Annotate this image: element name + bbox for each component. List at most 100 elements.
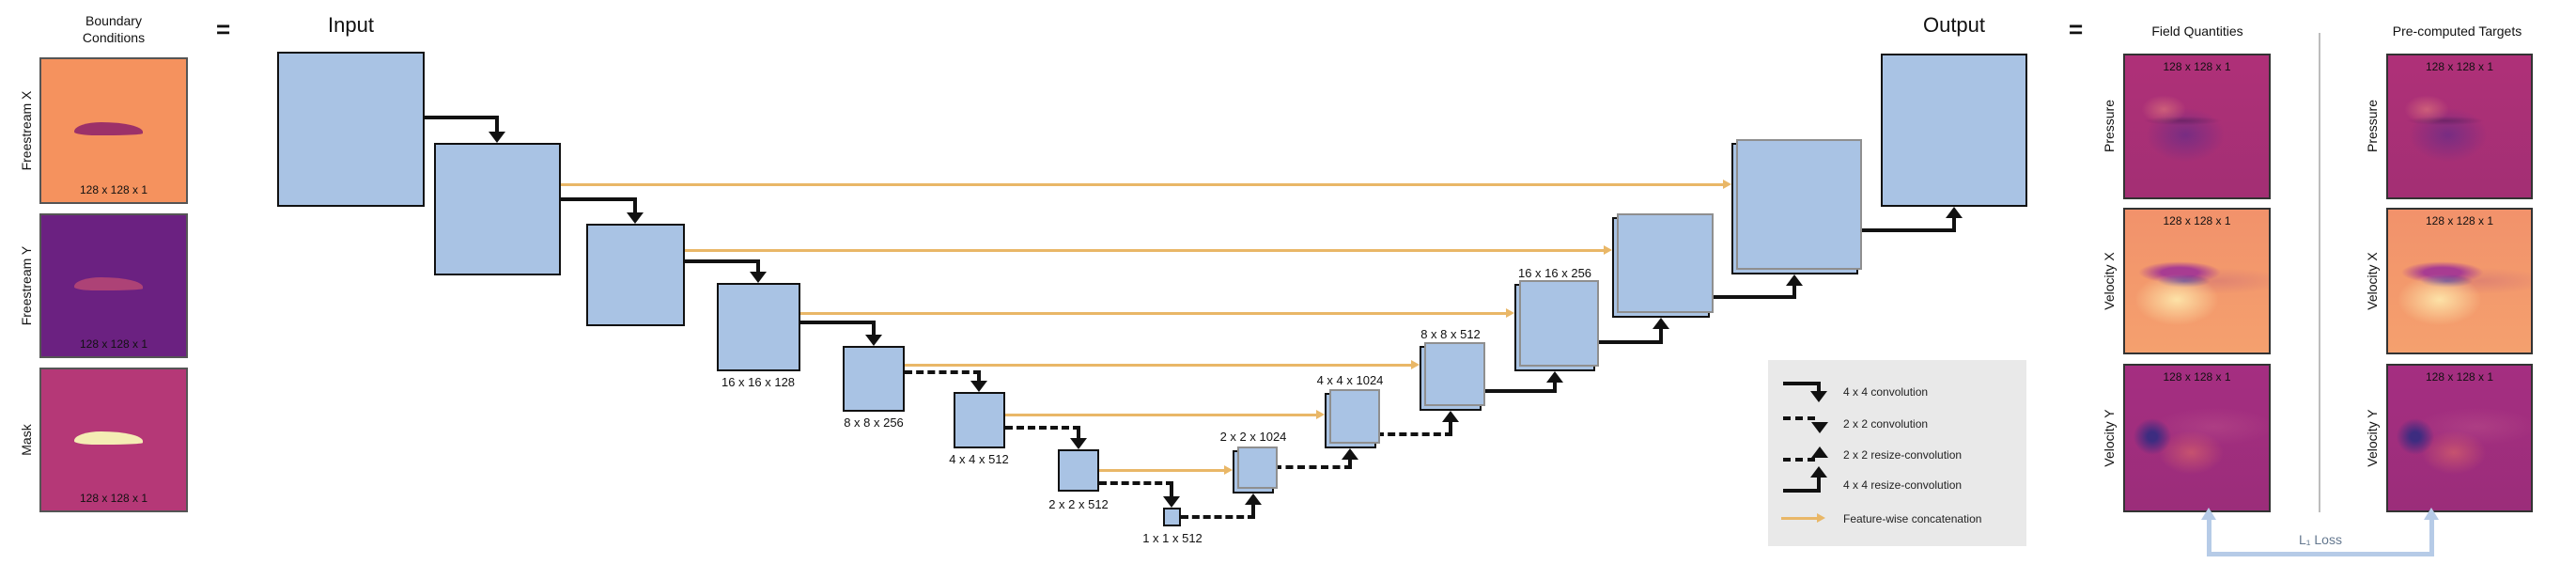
layer-box bbox=[1325, 389, 1380, 448]
airfoil-shape bbox=[74, 277, 143, 291]
layer-box-bottleneck bbox=[1163, 508, 1181, 526]
legend-label: 4 x 4 resize-convolution bbox=[1843, 478, 1963, 492]
mask-dims: 128 x 128 x 1 bbox=[79, 492, 148, 505]
conv-arrow bbox=[495, 116, 499, 132]
conv-arrowhead-icon bbox=[627, 212, 644, 224]
boundary-conditions-title: Boundary Conditions bbox=[82, 13, 146, 45]
resize-conv-arrow bbox=[1952, 218, 1956, 232]
loss-bracket bbox=[2429, 519, 2434, 556]
legend-dashed-down-icon bbox=[1811, 422, 1828, 433]
skip-connection-line bbox=[800, 312, 1508, 315]
legend-dashed-down-icon bbox=[1783, 416, 1815, 420]
resize-conv-arrowhead-icon bbox=[1653, 318, 1669, 329]
legend-solid-down-icon bbox=[1810, 391, 1827, 402]
layer-dims: 1 x 1 x 512 bbox=[1142, 531, 1203, 545]
mask-label: Mask bbox=[19, 424, 34, 456]
layer-dims: 4 x 4 x 512 bbox=[949, 452, 1009, 466]
equals-right: = bbox=[2069, 15, 2084, 43]
layer-box-output bbox=[1881, 54, 2027, 207]
resize-conv-arrow-dashed bbox=[1376, 432, 1452, 436]
layer-dims: 8 x 8 x 512 bbox=[1420, 327, 1481, 341]
loss-bracket bbox=[2207, 519, 2211, 556]
resize-conv-arrow bbox=[1858, 228, 1956, 232]
conv-arrowhead-icon bbox=[750, 272, 767, 283]
legend-solid-up-icon bbox=[1810, 466, 1827, 478]
resize-conv-arrow bbox=[1792, 286, 1796, 299]
conv-arrowhead-icon bbox=[1070, 438, 1087, 449]
panel-divider bbox=[2319, 33, 2320, 512]
layer-box bbox=[1420, 342, 1485, 411]
resize-conv-arrowhead-icon bbox=[1245, 494, 1262, 505]
resize-conv-arrowhead-icon bbox=[1546, 371, 1563, 383]
conv-arrow bbox=[561, 197, 637, 201]
legend-solid-down-icon bbox=[1783, 382, 1821, 385]
resize-conv-arrow-dashed bbox=[1348, 460, 1352, 467]
target-pressure-image bbox=[2386, 54, 2533, 199]
l1-loss-label: L₁ Loss bbox=[2299, 532, 2342, 547]
skip-arrowhead-icon bbox=[1411, 360, 1420, 369]
precomputed-targets-title: Pre-computed Targets bbox=[2392, 24, 2522, 39]
conv-arrow bbox=[633, 197, 637, 212]
skip-arrowhead-icon bbox=[1316, 410, 1325, 419]
legend-dashed-up-icon bbox=[1783, 458, 1815, 462]
velocity-y-dims: 128 x 128 x 1 bbox=[2163, 370, 2231, 384]
loss-arrowhead-icon bbox=[2424, 508, 2439, 520]
resize-conv-arrowhead-icon bbox=[1946, 207, 1963, 218]
conv-arrow-dashed bbox=[905, 370, 981, 374]
loss-arrowhead-icon bbox=[2201, 508, 2216, 520]
legend-label: 2 x 2 convolution bbox=[1843, 417, 1929, 431]
layer-box bbox=[1058, 449, 1099, 492]
equals-left: = bbox=[216, 15, 231, 43]
resize-conv-arrow bbox=[1659, 329, 1663, 344]
resize-conv-arrowhead-icon bbox=[1442, 411, 1459, 422]
target-pressure-dims: 128 x 128 x 1 bbox=[2425, 60, 2494, 73]
conv-arrow bbox=[685, 259, 760, 263]
legend-label: 4 x 4 convolution bbox=[1843, 385, 1929, 399]
freestream-x-dims: 128 x 128 x 1 bbox=[79, 183, 148, 196]
layer-box bbox=[717, 283, 800, 371]
skip-connection-line bbox=[905, 364, 1413, 367]
freestream-y-dims: 128 x 128 x 1 bbox=[79, 337, 148, 351]
target-velocity-x-dims: 128 x 128 x 1 bbox=[2425, 214, 2494, 227]
loss-bracket bbox=[2207, 552, 2434, 556]
layer-dims: 2 x 2 x 1024 bbox=[1219, 430, 1287, 444]
resize-conv-arrowhead-icon bbox=[1342, 448, 1358, 460]
legend-concat-icon bbox=[1781, 517, 1819, 520]
freestream-y-image bbox=[39, 213, 188, 358]
layer-box bbox=[954, 392, 1005, 448]
resize-conv-arrow-dashed bbox=[1251, 505, 1255, 517]
layer-dims: 16 x 16 x 256 bbox=[1517, 266, 1592, 280]
resize-conv-arrowhead-icon bbox=[1786, 274, 1803, 286]
legend-solid-down-icon bbox=[1817, 382, 1821, 391]
layer-dims: 2 x 2 x 512 bbox=[1048, 497, 1109, 511]
output-title: Output bbox=[1922, 13, 1986, 37]
conv-arrow bbox=[872, 321, 876, 335]
legend-solid-up-icon bbox=[1817, 478, 1821, 489]
layer-box bbox=[434, 143, 561, 275]
conv-arrow-dashed bbox=[1077, 426, 1080, 438]
layer-box bbox=[1731, 139, 1862, 274]
skip-arrowhead-icon bbox=[1506, 308, 1514, 318]
layer-dims: 4 x 4 x 1024 bbox=[1316, 373, 1384, 387]
layer-box bbox=[586, 224, 685, 326]
velocity-x-dims: 128 x 128 x 1 bbox=[2163, 214, 2231, 227]
resize-conv-arrow bbox=[1553, 383, 1557, 393]
skip-arrowhead-icon bbox=[1723, 180, 1731, 189]
skip-arrowhead-icon bbox=[1224, 465, 1233, 475]
pressure-field-image bbox=[2123, 54, 2271, 199]
mask-image bbox=[39, 368, 188, 512]
airfoil-shape bbox=[74, 431, 143, 446]
skip-connection-line bbox=[685, 249, 1606, 252]
layer-dims: 16 x 16 x 128 bbox=[721, 375, 796, 389]
conv-arrowhead-icon bbox=[970, 381, 987, 392]
conv-arrow bbox=[756, 259, 760, 272]
velocity-x-field-image bbox=[2123, 208, 2271, 354]
target-velocity-y-dims: 128 x 128 x 1 bbox=[2425, 370, 2494, 384]
target-velocity-y-label: Velocity Y bbox=[2365, 409, 2380, 467]
pressure-label: Pressure bbox=[2102, 99, 2117, 153]
legend-label: Feature-wise concatenation bbox=[1843, 512, 1982, 525]
conv-arrow bbox=[800, 321, 876, 324]
input-title: Input bbox=[328, 13, 374, 37]
freestream-y-label: Freestream Y bbox=[19, 245, 34, 326]
